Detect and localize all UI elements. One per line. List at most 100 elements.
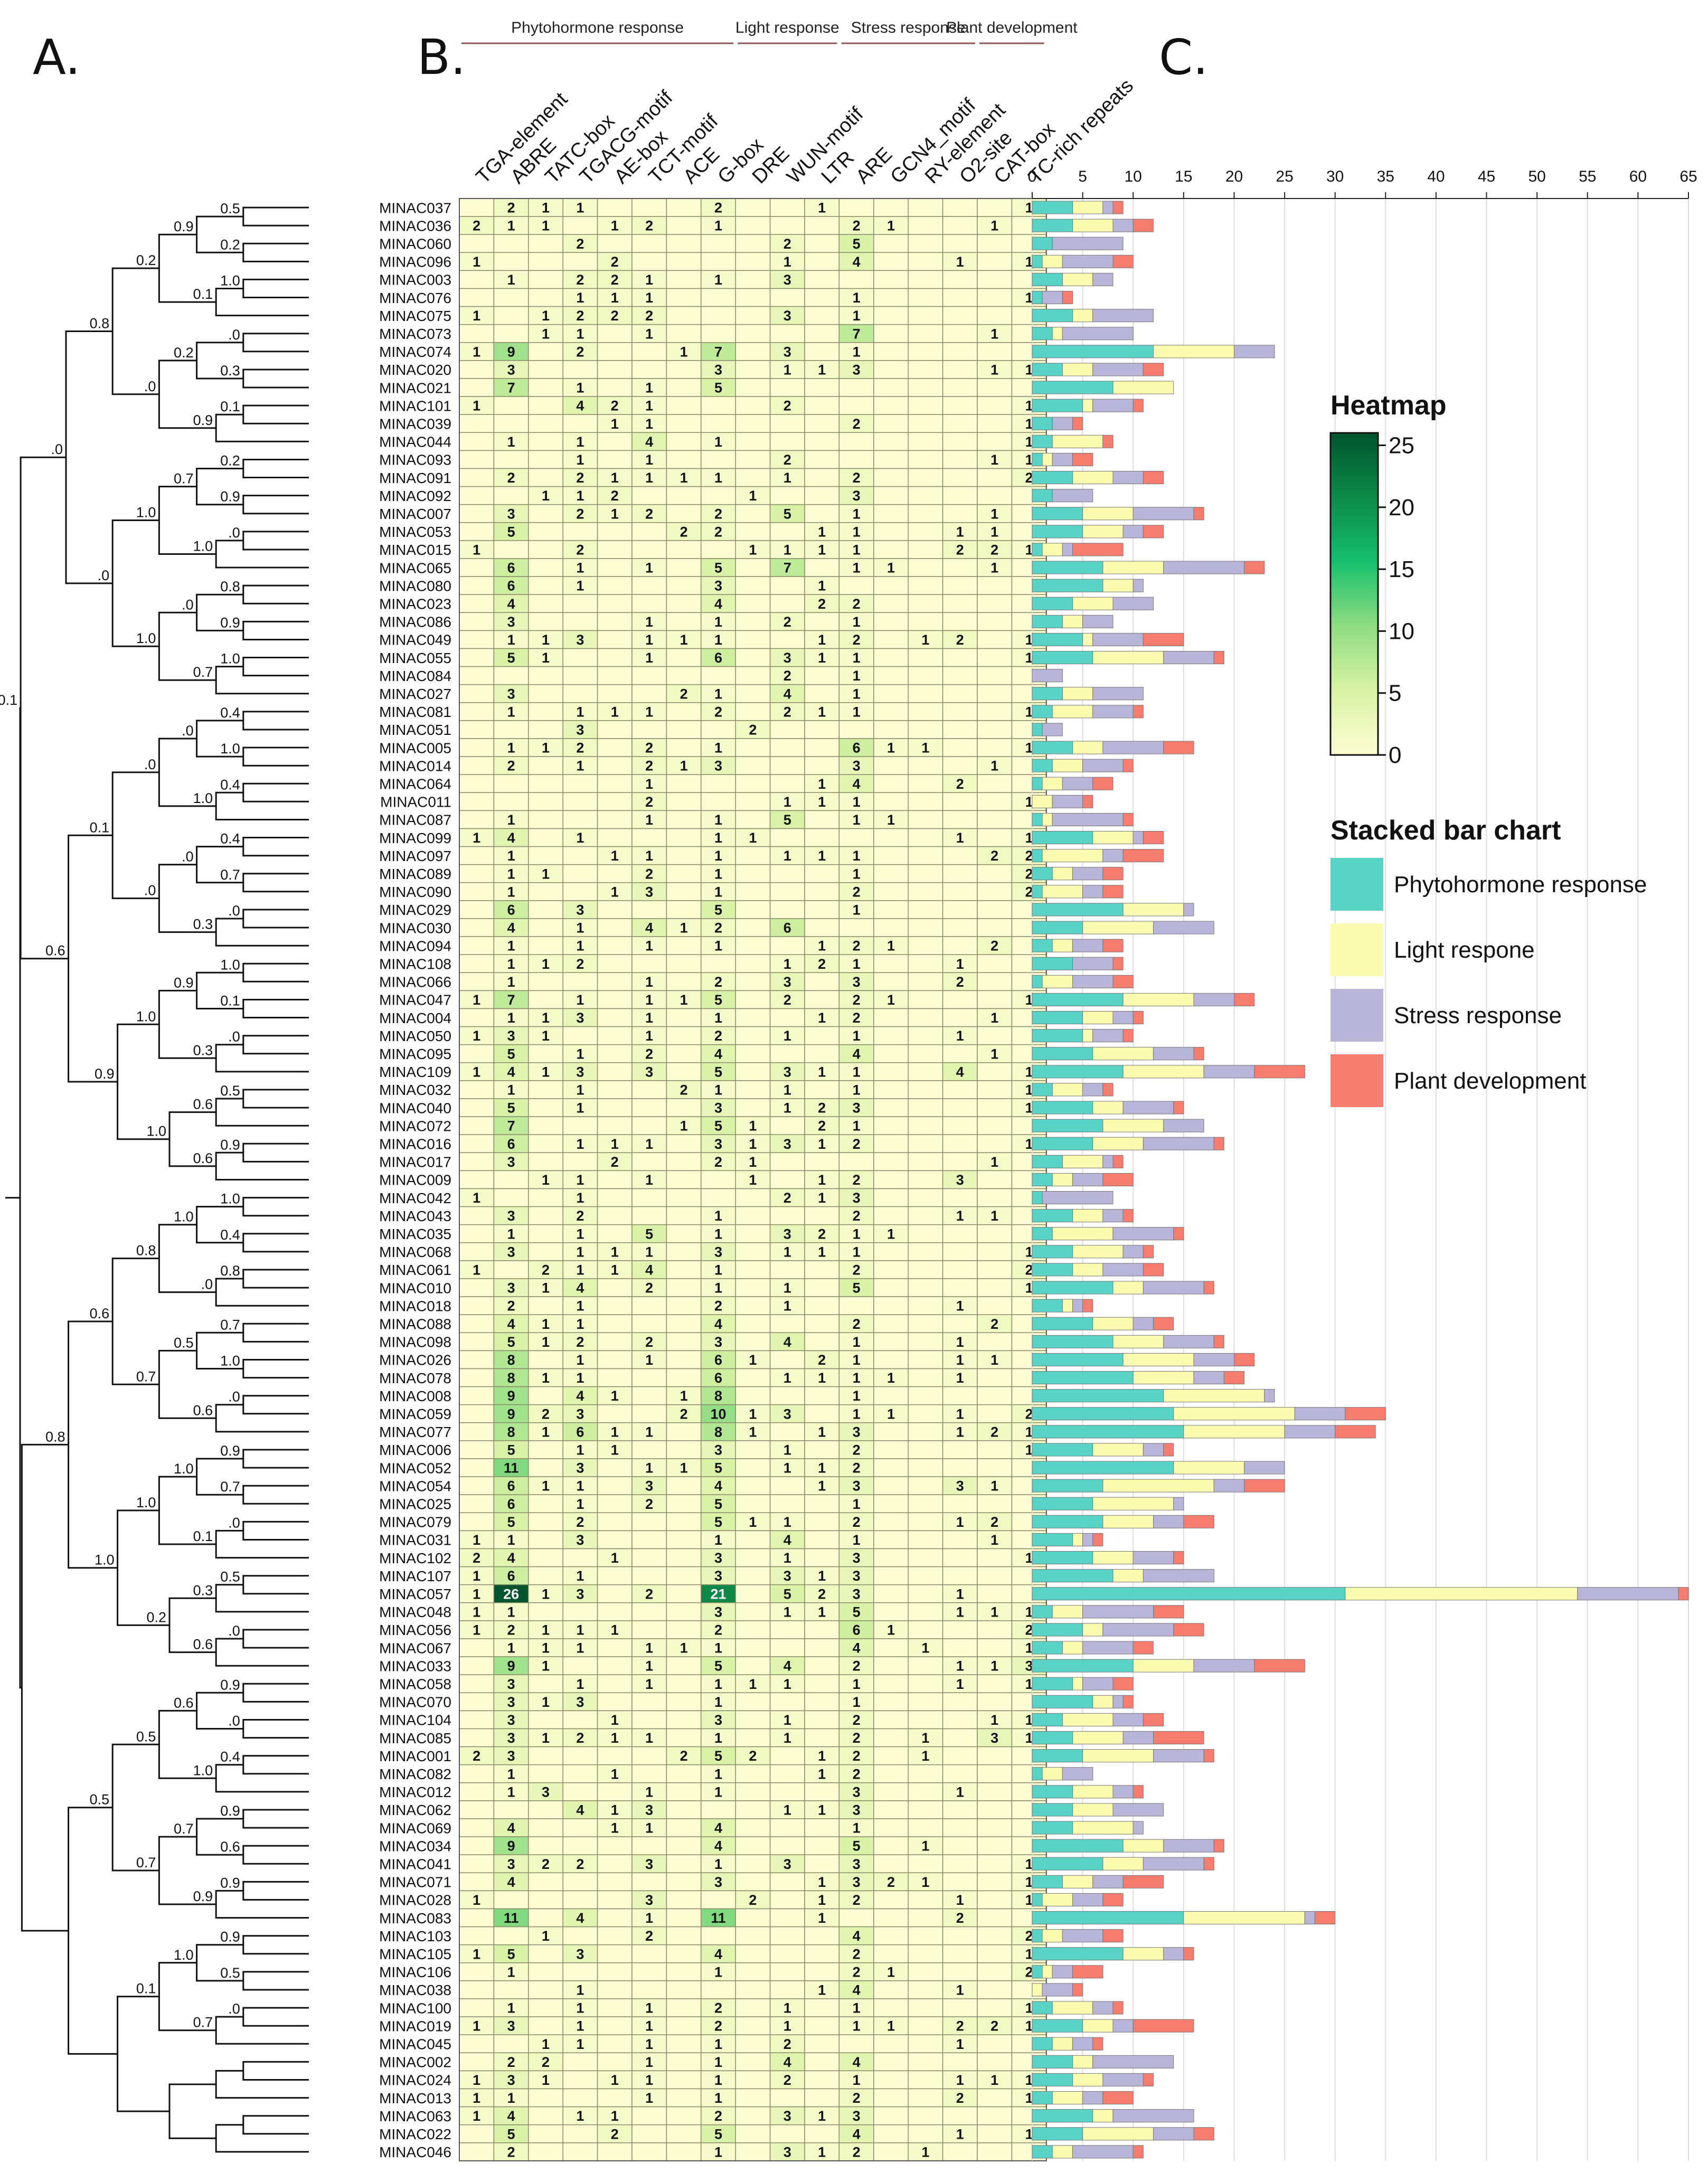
tree-node-label: 0.1 [90, 819, 110, 835]
heatmap-cell-value: 2 [853, 1010, 861, 1026]
heatmap-cell-value: 1 [990, 2072, 998, 2088]
heatmap-cell [735, 2070, 771, 2090]
heatmap-cell-value: 3 [645, 1478, 653, 1494]
heatmap-cell-value: 2 [714, 200, 722, 216]
heatmap-cell [459, 1494, 495, 1514]
bar-segment [1112, 975, 1134, 988]
heatmap-cell [942, 1944, 978, 1963]
bar-segment [1042, 975, 1073, 988]
heatmap-cell-value: 1 [818, 1748, 826, 1764]
heatmap-cell-value: 1 [818, 1874, 826, 1890]
heatmap-cell [666, 936, 702, 955]
heatmap-cell-value: 2 [645, 218, 653, 234]
heatmap-cell-value: 1 [542, 632, 550, 648]
heatmap-cell [666, 198, 702, 217]
tree-branch [215, 1889, 304, 1919]
heatmap-cell [528, 1548, 563, 1567]
bar-segment [1092, 2037, 1103, 2051]
heatmap-cell-value: 9 [507, 1388, 515, 1404]
tree-branch [242, 459, 304, 478]
legend-swatch [1330, 923, 1383, 976]
heatmap-cell [942, 684, 978, 703]
heatmap-cell [701, 1800, 736, 1819]
heatmap-cell-value: 2 [645, 794, 653, 810]
heatmap-cell-value: 2 [853, 416, 861, 432]
heatmap-cell [459, 648, 495, 667]
bar-segment [1102, 1155, 1113, 1168]
heatmap-cell [528, 1116, 563, 1135]
heatmap-cell [908, 558, 943, 577]
bar-segment [1102, 1857, 1144, 1870]
heatmap-cell-value: 3 [714, 362, 722, 378]
bar-segment [1112, 1713, 1144, 1726]
heatmap-cell [631, 2106, 667, 2125]
heatmap-cell [493, 774, 529, 793]
heatmap-cell [528, 1764, 563, 1783]
heatmap-cell [528, 1908, 563, 1928]
heatmap-cell-value: 4 [576, 398, 584, 414]
heatmap-cell [735, 612, 771, 631]
row-label: MINAC107 [379, 1568, 451, 1584]
bar-segment [1577, 1587, 1679, 1601]
heatmap-cell [977, 630, 1013, 649]
tree-branch [242, 1520, 304, 1541]
heatmap-cell [977, 1872, 1013, 1892]
heatmap-cell-value: 2 [956, 542, 964, 558]
heatmap-cell [977, 900, 1013, 919]
heatmap-cell-value: 2 [714, 1622, 722, 1638]
bar-segment [1112, 2001, 1124, 2015]
heatmap-cell-value: 1 [473, 542, 480, 558]
tree-node-label: 1.0 [193, 538, 213, 554]
heatmap-cell [977, 2088, 1013, 2108]
heatmap-cell-value: 3 [576, 1064, 584, 1080]
heatmap-cell-value: 4 [507, 1064, 515, 1080]
heatmap-cell [597, 450, 633, 469]
heatmap-cell [631, 1278, 667, 1297]
tree-branch [242, 1683, 304, 1703]
heatmap-cell [873, 1800, 909, 1819]
heatmap-cell [977, 1188, 1013, 1207]
heatmap-cell [873, 1890, 909, 1910]
heatmap-cell [735, 1566, 771, 1585]
heatmap-cell [873, 2088, 909, 2108]
heatmap-cell-value: 1 [576, 2018, 584, 2034]
heatmap-cell [666, 504, 702, 523]
bar-segment [1082, 525, 1124, 538]
heatmap-cell-value: 1 [818, 1244, 826, 1260]
heatmap-cell-value: 1 [714, 1784, 722, 1800]
heatmap-cell [942, 252, 978, 271]
row-label: MINAC050 [379, 1028, 451, 1044]
heatmap-cell [666, 1152, 702, 1171]
heatmap-cell [908, 954, 943, 974]
heatmap-cell [666, 1620, 702, 1639]
heatmap-cell [631, 612, 667, 631]
heatmap-cell [908, 486, 943, 505]
heatmap-cell-value: 1 [645, 2000, 653, 2016]
bar-axis-tick-label: 30 [1326, 168, 1344, 185]
heatmap-cell-value: 4 [507, 596, 515, 612]
heatmap-cell-value: 7 [784, 560, 791, 576]
heatmap-cell [597, 216, 633, 235]
heatmap-cell [701, 648, 736, 667]
heatmap-cell [528, 936, 563, 955]
tree-node-label: .0 [144, 883, 156, 899]
heatmap-cell-value: 3 [507, 1244, 515, 1260]
heatmap-cell [942, 270, 978, 289]
heatmap-cell [631, 666, 667, 685]
heatmap-cell [735, 666, 771, 685]
heatmap-cell [977, 1746, 1013, 1765]
heatmap-cell [942, 1062, 978, 1081]
bar-segment [1072, 2037, 1093, 2051]
heatmap-cell [528, 1062, 563, 1081]
heatmap-cell-value: 2 [645, 308, 653, 324]
heatmap-cell-value: 2 [645, 1586, 653, 1602]
heatmap-cell [735, 504, 771, 523]
bar-segment [1122, 1353, 1194, 1366]
bar-segment [1183, 1911, 1305, 1925]
heatmap-cell [528, 1242, 563, 1261]
heatmap-cell-value: 1 [680, 344, 688, 360]
heatmap-cell [459, 1224, 495, 1243]
row-label: MINAC085 [379, 1730, 451, 1746]
heatmap-cell-value: 3 [507, 1730, 515, 1746]
bar-segment [1032, 1245, 1073, 1259]
